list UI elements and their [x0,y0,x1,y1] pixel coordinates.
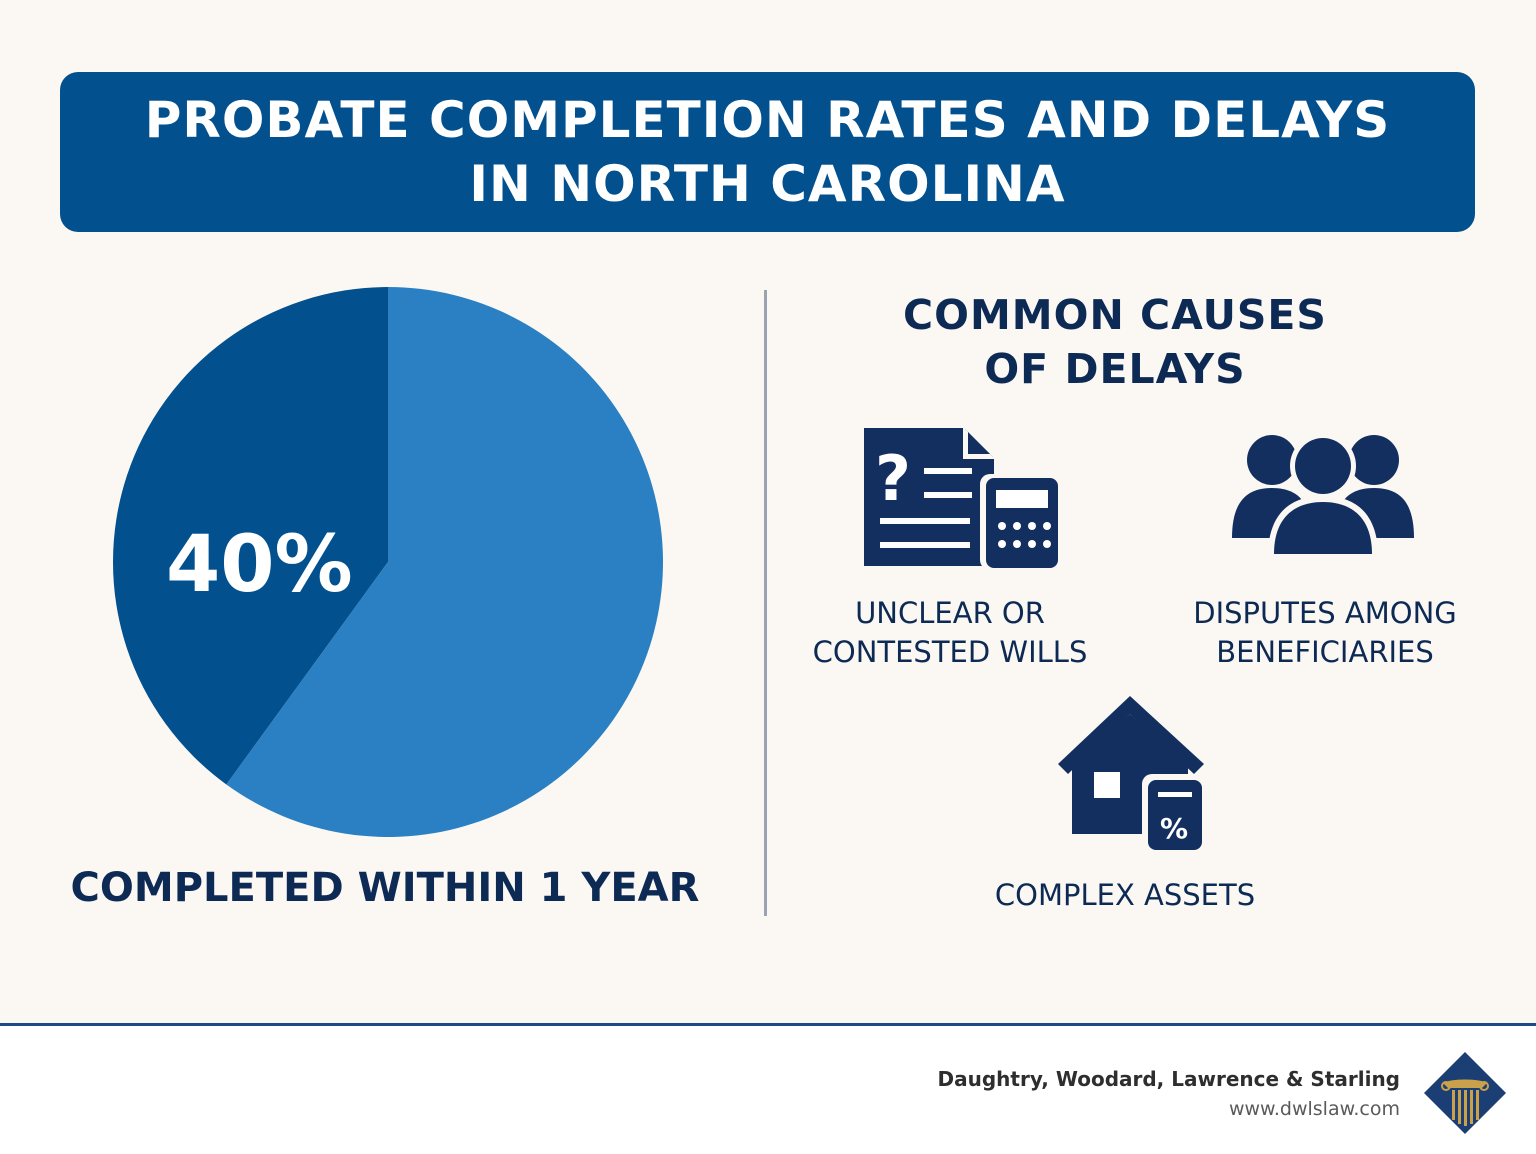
footer [0,1026,1536,1154]
chart-caption: COMPLETED WITHIN 1 YEAR [70,865,700,911]
cause-label-contested-wills: UNCLEAR OR CONTESTED WILLS [800,594,1100,672]
causes-heading-line-1: COMMON CAUSES [903,291,1327,339]
svg-text:%: % [1160,812,1188,845]
pie-slice-1 [112,287,388,785]
causes-heading-line-2: OF DELAYS [984,345,1246,393]
cause-3-line-1: COMPLEX ASSETS [994,878,1256,912]
document-question-calculator-icon: ? [864,428,1060,570]
firm-logo-icon [1424,1052,1506,1134]
cause-1-line-2: CONTESTED WILLS [812,635,1088,669]
cause-label-beneficiary-disputes: DISPUTES AMONG BENEFICIARIES [1175,594,1475,672]
page-title-line-1: PROBATE COMPLETION RATES AND DELAYS [144,91,1391,149]
footer-rule [0,1023,1536,1026]
vertical-divider [764,290,767,916]
pie-data-label: 40% [166,520,353,610]
cause-2-line-2: BENEFICIARIES [1216,635,1434,669]
firm-name: Daughtry, Woodard, Lawrence & Starling [937,1067,1401,1091]
pie-chart [112,287,663,837]
cause-2-line-1: DISPUTES AMONG [1193,596,1457,630]
cause-label-complex-assets: COMPLEX ASSETS [975,876,1275,915]
pie-slice-2 [226,287,663,837]
firm-url: www.dwlslaw.com [1228,1098,1400,1120]
title-banner: PROBATE COMPLETION RATES AND DELAYS IN N… [60,72,1475,232]
causes-heading: COMMON CAUSES OF DELAYS [880,288,1350,396]
page-title-line-2: IN NORTH CAROLINA [469,155,1066,213]
people-group-icon [1232,433,1414,556]
svg-text:?: ? [875,442,911,515]
cause-1-line-1: UNCLEAR OR [855,596,1045,630]
house-calculator-icon: % [1058,696,1206,854]
